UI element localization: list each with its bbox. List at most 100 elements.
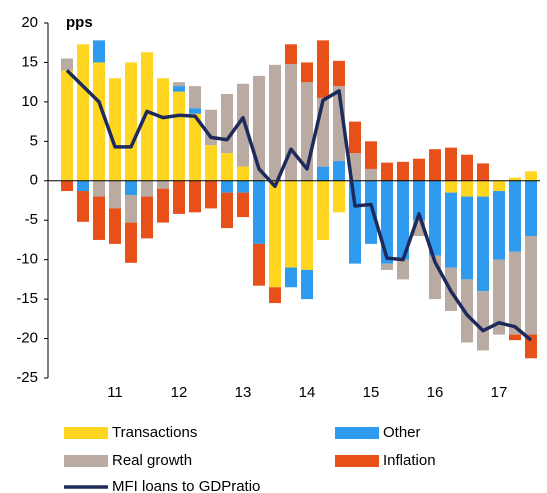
y-tick-label: -5 xyxy=(25,211,38,228)
bar xyxy=(461,180,473,197)
bar xyxy=(301,269,313,300)
bar xyxy=(157,78,169,181)
bar xyxy=(429,149,441,181)
bar xyxy=(77,44,89,181)
bar xyxy=(141,52,153,181)
legend-label: Transactions xyxy=(112,424,197,441)
bar xyxy=(109,78,121,181)
bar xyxy=(221,153,233,181)
x-tick-label: 17 xyxy=(491,384,508,401)
bar xyxy=(365,141,377,169)
bar xyxy=(77,180,89,192)
bar xyxy=(317,180,329,240)
bar xyxy=(285,180,297,268)
bar xyxy=(125,180,137,195)
bar xyxy=(93,196,105,240)
bar xyxy=(285,44,297,65)
y-axis-label: pps xyxy=(66,14,93,31)
bar xyxy=(365,180,377,244)
bar xyxy=(461,279,473,343)
legend-label: Inflation xyxy=(383,452,436,469)
legend-swatch xyxy=(64,455,108,467)
bar xyxy=(525,236,537,335)
bar xyxy=(509,251,521,335)
legend-label: Real growth xyxy=(112,452,192,469)
bar xyxy=(173,180,185,214)
bar xyxy=(381,162,393,181)
bar xyxy=(317,97,329,167)
bar xyxy=(205,180,217,209)
bar xyxy=(221,192,233,229)
bar xyxy=(93,40,105,63)
bar xyxy=(237,83,249,167)
bar xyxy=(397,161,409,181)
y-tick-label: 15 xyxy=(21,53,38,70)
bar xyxy=(285,267,297,288)
bar xyxy=(189,113,201,181)
y-tick-label: -10 xyxy=(16,251,38,268)
bar xyxy=(381,263,393,270)
bar xyxy=(509,334,521,341)
bar xyxy=(61,70,73,181)
bar xyxy=(445,192,457,268)
bar xyxy=(477,163,489,181)
bar xyxy=(493,191,505,260)
bar xyxy=(237,166,249,181)
bar xyxy=(237,192,249,218)
bar xyxy=(301,62,313,83)
bar xyxy=(493,180,505,192)
bar xyxy=(477,196,489,292)
bar xyxy=(301,180,313,270)
bar xyxy=(61,58,73,71)
bar xyxy=(109,180,121,209)
bar xyxy=(397,180,409,260)
legend-label: MFI loans to GDPratio xyxy=(112,478,260,493)
bar xyxy=(93,180,105,197)
bar xyxy=(189,108,201,114)
bar xyxy=(509,180,521,252)
legend-swatch xyxy=(64,427,108,439)
bar xyxy=(77,191,89,222)
bar xyxy=(269,287,281,304)
bar xyxy=(205,145,217,181)
bar xyxy=(445,180,457,193)
bar xyxy=(365,168,377,181)
y-tick-label: 5 xyxy=(30,132,38,149)
bar xyxy=(125,62,137,181)
bar xyxy=(189,86,201,109)
bar xyxy=(157,188,169,223)
bar xyxy=(173,82,185,87)
bar xyxy=(253,180,265,244)
bar xyxy=(189,180,201,213)
legend-label: Other xyxy=(383,424,421,441)
bar xyxy=(141,196,153,239)
bar xyxy=(349,121,361,154)
bar xyxy=(477,180,489,197)
bar xyxy=(93,62,105,181)
line-series xyxy=(65,69,533,342)
bar xyxy=(157,180,169,189)
y-tick-label: -25 xyxy=(16,369,38,386)
bar xyxy=(125,222,137,263)
bar xyxy=(237,180,249,193)
y-tick-label: -15 xyxy=(16,290,38,307)
bar xyxy=(349,180,361,264)
bar xyxy=(509,177,521,181)
x-tick-label: 11 xyxy=(107,384,123,401)
y-tick-label: 0 xyxy=(30,172,38,189)
bar xyxy=(221,180,233,193)
bar xyxy=(429,180,441,256)
bar xyxy=(205,109,217,146)
bar xyxy=(333,180,345,213)
bar xyxy=(333,60,345,87)
bar xyxy=(221,94,233,154)
bar xyxy=(413,158,425,181)
bar xyxy=(253,243,265,286)
y-tick-label: 20 xyxy=(21,14,38,31)
bar xyxy=(445,147,457,181)
x-tick-label: 15 xyxy=(363,384,380,401)
bar xyxy=(333,161,345,181)
bar xyxy=(269,64,281,181)
bar xyxy=(317,166,329,181)
